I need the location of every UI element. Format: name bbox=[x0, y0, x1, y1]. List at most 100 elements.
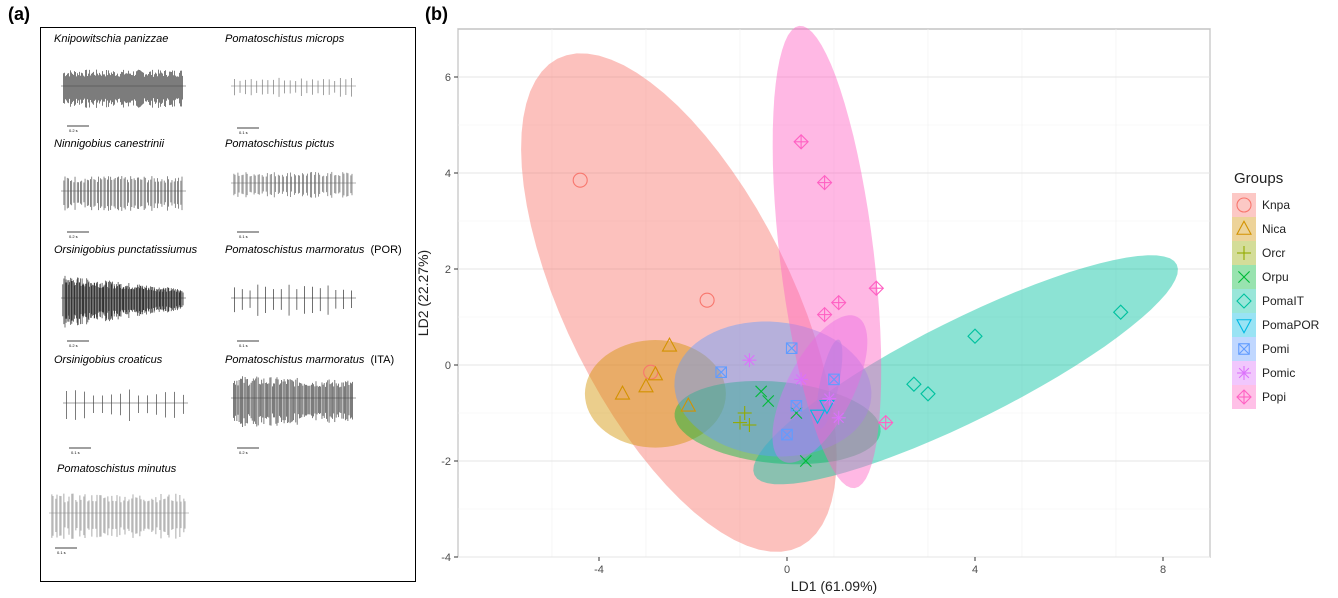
species-label: Pomatoschistus marmoratus (ITA) bbox=[225, 354, 395, 366]
legend-key bbox=[1232, 337, 1256, 361]
ellipse-orpu bbox=[674, 381, 881, 465]
legend-label: Popi bbox=[1262, 390, 1287, 404]
point-knpa bbox=[572, 172, 588, 188]
point-orpu bbox=[790, 407, 803, 419]
legend-item-pomapor: PomaPOR bbox=[1228, 313, 1319, 337]
point-pomapor bbox=[819, 399, 835, 415]
data-points bbox=[572, 134, 1129, 467]
point-knpa bbox=[643, 364, 659, 380]
point-popi bbox=[816, 174, 833, 191]
ellipse-nica bbox=[584, 340, 726, 448]
point-nica bbox=[614, 384, 631, 400]
point-pomait bbox=[920, 386, 936, 402]
legend-key bbox=[1232, 313, 1256, 337]
legend-key bbox=[1232, 217, 1256, 241]
legend-item-orcr: Orcr bbox=[1228, 241, 1319, 265]
point-pomic bbox=[822, 391, 837, 406]
x-axis-ticks: -4 0 4 8 bbox=[594, 557, 1166, 576]
species-label: Pomatoschistus marmoratus (POR) bbox=[225, 244, 402, 256]
point-popi bbox=[816, 306, 833, 323]
point-nica bbox=[661, 336, 678, 352]
legend-item-pomait: PomaIT bbox=[1228, 289, 1319, 313]
scale-bar-label: 0.1 s bbox=[71, 450, 80, 455]
species-label: Pomatoschistus microps bbox=[225, 33, 345, 45]
point-popi bbox=[793, 134, 809, 150]
panel-a-label: (a) bbox=[8, 4, 30, 24]
ellipse-pomapor bbox=[816, 339, 843, 429]
legend-symbol bbox=[1237, 366, 1251, 380]
legend-label: Orpu bbox=[1262, 270, 1289, 284]
point-pomapor bbox=[809, 409, 826, 425]
legend-key bbox=[1232, 361, 1256, 385]
point-pomi bbox=[785, 342, 798, 355]
legend-label: Orcr bbox=[1262, 246, 1286, 260]
point-nica bbox=[647, 365, 664, 381]
legend-item-knpa: Knpa bbox=[1228, 193, 1319, 217]
legend-label: Pomic bbox=[1262, 366, 1296, 380]
legend-item-popi: Popi bbox=[1228, 385, 1319, 409]
scale-bar-label: 0.2 s bbox=[69, 343, 78, 348]
species-label: Knipowitschia panizzae bbox=[54, 33, 169, 45]
x-tick-label: 4 bbox=[972, 564, 978, 576]
legend-key bbox=[1232, 385, 1256, 409]
legend-label: PomaPOR bbox=[1262, 318, 1320, 332]
x-axis-title: LD1 (61.09%) bbox=[791, 578, 877, 594]
point-pomait bbox=[906, 376, 922, 392]
ellipse-pomi bbox=[674, 321, 872, 457]
legend-item-nica: Nica bbox=[1228, 217, 1319, 241]
point-pomait bbox=[1112, 304, 1129, 320]
species-label: Pomatoschistus minutus bbox=[57, 463, 177, 475]
legend-symbol bbox=[1236, 389, 1252, 405]
scale-bar-label: 0.1 s bbox=[239, 343, 248, 348]
point-pomic bbox=[742, 353, 757, 368]
group-ellipses bbox=[521, 25, 1178, 552]
legend-label: Knpa bbox=[1262, 198, 1291, 212]
oscillogram-waveforms: 0.2 s 0.1 s 0.2 s 0.1 s 0.2 s 0.1 s 0.1 s 0.2 s… bbox=[49, 69, 356, 555]
point-pomic bbox=[794, 372, 809, 387]
ellipse-pomait bbox=[753, 255, 1178, 485]
panel-b-label: (b) bbox=[425, 4, 448, 24]
point-popi bbox=[877, 414, 894, 431]
grid-major bbox=[458, 76, 1210, 558]
plot-background bbox=[457, 28, 1211, 558]
legend-symbol bbox=[1236, 220, 1252, 235]
species-label: Orsinigobius croaticus bbox=[54, 354, 163, 366]
point-orpu bbox=[799, 455, 812, 467]
scale-bar-label: 0.2 s bbox=[239, 450, 248, 455]
point-popi bbox=[868, 280, 885, 296]
point-pomi bbox=[715, 366, 728, 379]
legend-symbol bbox=[1236, 293, 1252, 309]
y-axis-title: LD2 (22.27%) bbox=[415, 250, 431, 336]
scale-bar-label: 0.2 s bbox=[69, 128, 78, 133]
ellipse-knpa bbox=[521, 53, 837, 552]
legend-symbol bbox=[1236, 319, 1252, 334]
y-tick-label: 6 bbox=[445, 72, 451, 84]
point-pomi bbox=[828, 373, 840, 386]
scale-bar-label: 0.1 s bbox=[239, 130, 248, 135]
point-pomait bbox=[967, 328, 983, 344]
legend-key bbox=[1232, 241, 1256, 265]
point-pomi bbox=[781, 428, 793, 441]
legend-symbol bbox=[1237, 246, 1251, 260]
y-tick-label: -2 bbox=[441, 456, 451, 468]
legend-label: PomaIT bbox=[1262, 294, 1305, 308]
legend-item-pomi: Pomi bbox=[1228, 337, 1319, 361]
point-nica bbox=[680, 396, 697, 412]
y-tick-label: 4 bbox=[445, 168, 451, 180]
point-pomic bbox=[831, 410, 846, 425]
scale-bar-label: 0.1 s bbox=[239, 234, 248, 239]
oscillogram-panel: Knipowitschia panizzae Pomatoschistus mi… bbox=[40, 27, 416, 582]
y-tick-label: 2 bbox=[445, 264, 451, 276]
point-orpu bbox=[762, 395, 775, 407]
x-tick-label: 8 bbox=[1160, 564, 1166, 576]
point-orcr bbox=[733, 415, 747, 430]
point-popi bbox=[830, 294, 847, 311]
species-label: Orsinigobius punctatissiumus bbox=[54, 244, 198, 256]
point-knpa bbox=[699, 292, 715, 308]
grid-minor bbox=[457, 28, 1211, 557]
legend-item-pomic: Pomic bbox=[1228, 361, 1319, 385]
point-orcr bbox=[737, 406, 752, 420]
point-nica bbox=[638, 377, 654, 393]
legend-item-orpu: Orpu bbox=[1228, 265, 1319, 289]
legend-title: Groups bbox=[1234, 170, 1284, 187]
